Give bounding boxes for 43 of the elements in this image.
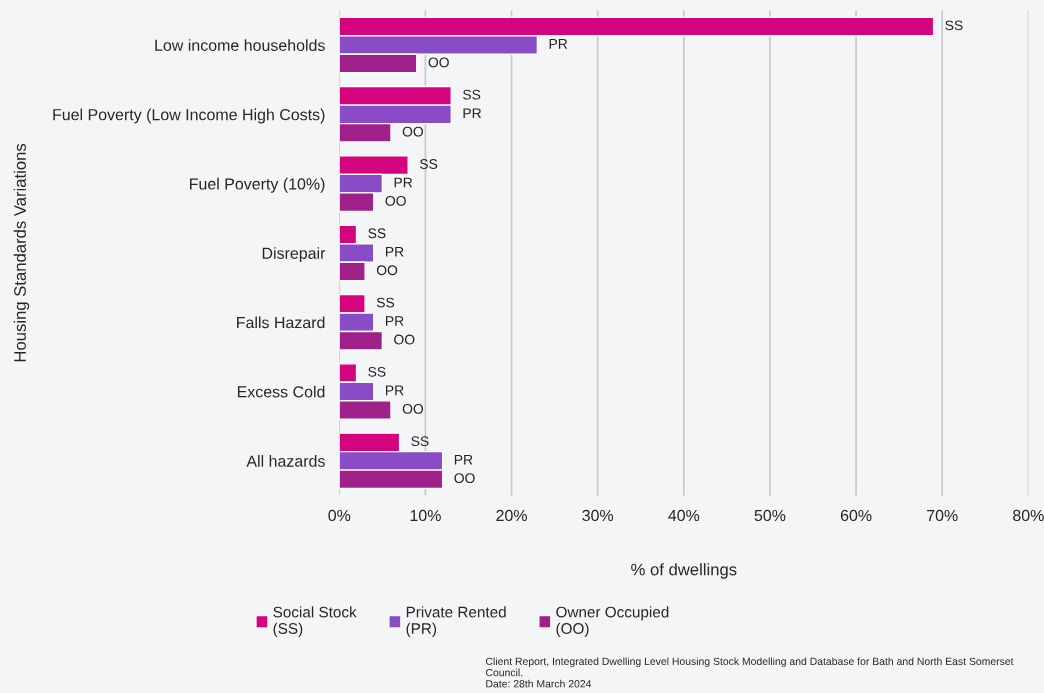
x-axis-title: % of dwellings <box>631 563 737 579</box>
data-label: SS <box>945 20 963 31</box>
data-label: OO <box>402 126 424 137</box>
data-label: OO <box>376 265 398 276</box>
data-label: SS <box>419 159 438 169</box>
x-tick-label: 10% <box>410 509 441 522</box>
data-label: PR <box>549 39 568 49</box>
y-tick-label: Falls Hazard <box>237 316 325 329</box>
x-tick-label: 40% <box>668 509 700 522</box>
y-tick-label: Low income households <box>155 39 325 51</box>
y-tick-label: All hazards <box>246 455 325 467</box>
x-tick-label: 50% <box>754 509 786 522</box>
data-label: OO <box>454 473 475 484</box>
data-label: OO <box>385 196 406 206</box>
data-label: PR <box>454 454 473 465</box>
x-tick-label: 60% <box>840 509 872 522</box>
y-axis-title: Housing Standards Variations <box>13 143 30 362</box>
data-label: SS <box>376 297 395 308</box>
y-tick-label: Fuel Poverty (Low Income High Costs) <box>53 108 325 124</box>
x-tick-label: 80% <box>1013 509 1044 522</box>
data-label: PR <box>463 108 482 118</box>
y-tick-label: Fuel Poverty (10%) <box>190 177 325 193</box>
x-tick-label: 20% <box>496 509 527 522</box>
data-label: SS <box>368 228 386 239</box>
data-label: SS <box>368 366 386 377</box>
data-label: OO <box>394 334 415 345</box>
x-tick-label: 70% <box>927 509 958 522</box>
text: Client Report, Integrated Dwelling Level Housing Stock Modelling and Database for Bath and North East Somerset Council. Date: 28th March 2024 <box>485 657 1014 688</box>
data-label: PR <box>386 246 404 257</box>
x-tick-label: 30% <box>582 509 614 522</box>
data-label: OO <box>402 403 424 414</box>
legend-label: Owner Occupied (OO) <box>556 606 669 637</box>
legend-label: Private Rented (PR) <box>406 606 506 637</box>
data-label: SS <box>411 436 429 447</box>
y-tick-label: Excess Cold <box>237 385 325 398</box>
y-tick-label: Disrepair <box>262 247 326 263</box>
x-tick-label: 0% <box>328 509 351 522</box>
data-label: SS <box>463 89 481 100</box>
data-label: PR <box>394 177 413 188</box>
legend-label: Social Stock (SS) <box>273 606 357 637</box>
data-label: OO <box>428 57 449 68</box>
data-label: PR <box>386 316 404 326</box>
data-label: PR <box>386 385 404 396</box>
